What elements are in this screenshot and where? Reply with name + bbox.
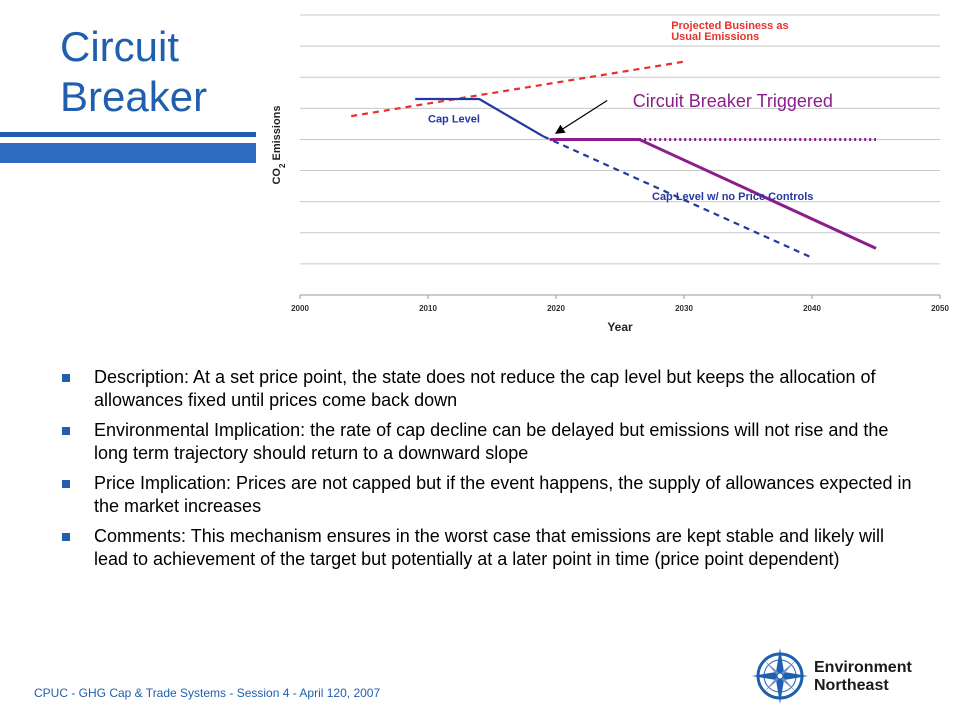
title-accent-bar-thin: [0, 132, 256, 137]
series-line-1: [415, 97, 544, 138]
bullet-text: Comments: This mechanism ensures in the …: [94, 526, 884, 569]
bullet-item: Price Implication: Prices are not capped…: [60, 472, 920, 517]
bullet-text: Price Implication: Prices are not capped…: [94, 473, 912, 516]
x-tick-label: 2030: [675, 304, 693, 313]
chart-annotation: Circuit Breaker Triggered: [633, 91, 833, 111]
title-accent-bar-thick: [0, 143, 256, 163]
x-tick-label: 2020: [547, 304, 565, 313]
slide-title: Circuit Breaker: [60, 22, 207, 122]
y-axis-title: CO2 Emissions: [271, 105, 287, 184]
emissions-chart: 2000 2010 2020 2030 2040 2050 Year CO2 Emission…: [271, 14, 949, 334]
bullet-item: Description: At a set price point, the s…: [60, 366, 920, 411]
bullet-item: Environmental Implication: the rate of c…: [60, 419, 920, 464]
annotation-arrow: [554, 100, 608, 134]
chart-annotation: Cap Level: [428, 113, 480, 125]
x-axis-title: Year: [607, 320, 633, 334]
bullet-marker-icon: [62, 427, 70, 435]
x-tick-label: 2050: [931, 304, 949, 313]
x-tick-label: 2010: [419, 304, 437, 313]
logo-text-line-1: Environment: [814, 659, 912, 676]
bullet-marker-icon: [62, 480, 70, 488]
bullet-marker-icon: [62, 374, 70, 382]
bullet-text: Description: At a set price point, the s…: [94, 367, 876, 410]
title-line-1: Circuit: [60, 23, 180, 70]
title-line-2: Breaker: [60, 73, 208, 120]
chart-annotation: Projected Business as: [671, 20, 788, 32]
chart-annotation: Cap Level w/ no Price Controls: [652, 191, 813, 203]
logo-text-line-2: Northeast: [814, 677, 889, 694]
x-tick-label: 2000: [291, 304, 309, 313]
bullet-marker-icon: [62, 533, 70, 541]
compass-rose-icon: [752, 648, 808, 704]
bullet-text: Environmental Implication: the rate of c…: [94, 420, 889, 463]
organization-logo: Environment Northeast: [752, 646, 932, 706]
series-line-2: [542, 135, 813, 259]
bullet-item: Comments: This mechanism ensures in the …: [60, 525, 920, 570]
chart-annotation: Usual Emissions: [671, 31, 759, 43]
bullet-list: Description: At a set price point, the s…: [60, 366, 920, 578]
series-line-0: [351, 60, 685, 118]
x-tick-label: 2040: [803, 304, 821, 313]
footer-text: CPUC - GHG Cap & Trade Systems - Session…: [34, 686, 381, 700]
